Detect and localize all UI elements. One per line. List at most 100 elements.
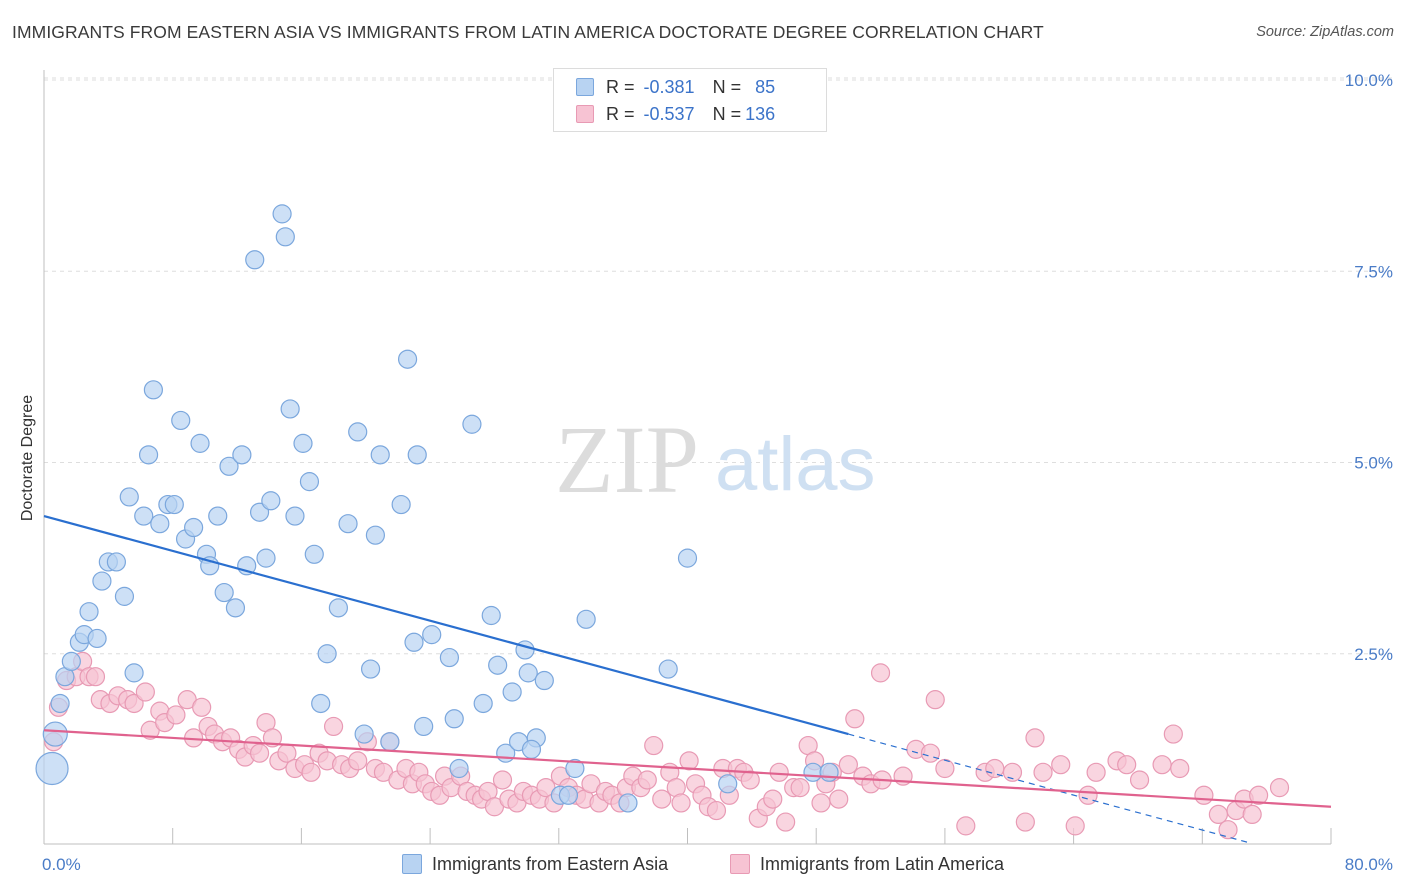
eastern-asia-point (50, 693, 70, 714)
eastern-asia-point (354, 724, 374, 744)
eastern-asia-point (119, 487, 139, 507)
latin-legend-label: Immigrants from Latin America (760, 853, 1005, 874)
latin-swatch (576, 105, 594, 123)
y-tick-label: 10.0% (1345, 71, 1393, 90)
eastern-asia-point (534, 670, 554, 691)
latin-america-point (492, 770, 513, 790)
eastern-asia-point (473, 693, 493, 714)
latin-america-point (763, 789, 783, 809)
latin-america-point (249, 743, 270, 763)
eastern-asia-point (718, 774, 738, 794)
eastern-asia-point (518, 663, 538, 683)
n-value: 136 (745, 103, 776, 124)
eastern-asia-point (576, 609, 596, 629)
eastern-asia-point (171, 410, 191, 431)
latin-america-point (192, 697, 212, 717)
latin-america-point (637, 770, 657, 790)
eastern-asia-point (317, 644, 337, 664)
latin-swatch (730, 854, 750, 874)
eastern-asia-point (328, 598, 349, 618)
eastern-asia-point (439, 647, 460, 668)
eastern-asia-point (138, 445, 159, 465)
latin-america-point (1015, 812, 1035, 832)
latin-america-point (920, 743, 941, 763)
eastern-asia-point (338, 514, 358, 534)
eastern-asia-point (819, 762, 839, 782)
latin-america-point (870, 663, 891, 683)
eastern-asia-point (444, 709, 464, 729)
eastern-asia-point (414, 716, 434, 737)
eastern-asia-point (565, 758, 585, 779)
latin-america-point (1208, 804, 1228, 825)
asia-legend-label: Immigrants from Eastern Asia (432, 853, 669, 874)
eastern-asia-point (280, 399, 300, 419)
latin-america-point (829, 789, 849, 809)
eastern-asia-point (618, 793, 638, 813)
bottom-legend-latin: Immigrants from Latin America (730, 852, 1004, 876)
latin-america-point (1194, 785, 1214, 805)
legend-row-asia: R = -0.381 N = 85 (576, 76, 775, 98)
eastern-asia-point (370, 445, 390, 465)
latin-america-point (1242, 804, 1262, 825)
latin-trend-line (43, 729, 1332, 808)
eastern-asia-point (360, 659, 381, 679)
eastern-asia-point (677, 548, 698, 568)
eastern-asia-point (391, 494, 411, 515)
latin-america-point (644, 735, 664, 756)
latin-america-point (1033, 762, 1053, 782)
eastern-asia-point (150, 514, 170, 534)
latin-america-point (1086, 762, 1106, 782)
latin-america-point (85, 667, 106, 687)
latin-america-point (262, 728, 283, 748)
eastern-asia-point (261, 491, 281, 511)
latin-america-point (776, 812, 796, 832)
bottom-legend-asia: Immigrants from Eastern Asia (402, 852, 668, 876)
latin-america-point (1218, 820, 1238, 840)
eastern-asia-point (293, 433, 313, 453)
n-label: N = (712, 76, 742, 97)
latin-america-point (671, 793, 691, 813)
latin-america-point (135, 682, 155, 702)
eastern-asia-point (502, 682, 522, 702)
eastern-asia-point (106, 552, 126, 572)
chart-title: IMMIGRANTS FROM EASTERN ASIA VS IMMIGRAN… (12, 22, 1044, 42)
eastern-asia-point (365, 525, 386, 545)
eastern-asia-point (134, 506, 154, 526)
eastern-asia-point (245, 250, 265, 270)
asia-swatch (576, 78, 594, 96)
n-value: 85 (755, 76, 776, 97)
latin-america-point (838, 755, 858, 775)
eastern-asia-point (803, 762, 823, 782)
latin-america-point (301, 762, 321, 782)
eastern-asia-point (256, 548, 276, 568)
x-tick-label: 0.0% (42, 855, 81, 874)
asia-trend-line (43, 514, 849, 736)
eastern-asia-point (348, 422, 368, 442)
eastern-asia-point (397, 349, 418, 369)
eastern-asia-point (143, 380, 163, 400)
latin-america-point (1051, 755, 1071, 775)
latin-america-point (769, 762, 789, 782)
eastern-asia-point (658, 659, 678, 679)
eastern-asia-point (272, 204, 292, 224)
eastern-asia-point (232, 445, 252, 465)
eastern-asia-point (275, 227, 295, 247)
eastern-asia-point (42, 721, 68, 747)
eastern-asia-point (208, 506, 228, 526)
latin-america-point (1152, 755, 1172, 775)
latin-america-point (706, 800, 727, 821)
eastern-asia-point (521, 739, 542, 759)
latin-america-point (652, 789, 672, 809)
latin-america-point (811, 793, 831, 813)
eastern-asia-point (249, 502, 270, 522)
latin-america-point (985, 758, 1005, 779)
eastern-asia-point (124, 663, 144, 683)
latin-america-point (1025, 728, 1045, 748)
latin-america-point (925, 690, 945, 710)
axes (43, 70, 1332, 845)
eastern-asia-point (92, 571, 112, 591)
y-tick-label: 5.0% (1354, 454, 1393, 473)
eastern-asia-point (61, 651, 81, 672)
asia-swatch (402, 854, 422, 874)
eastern-asia-point (184, 517, 204, 538)
